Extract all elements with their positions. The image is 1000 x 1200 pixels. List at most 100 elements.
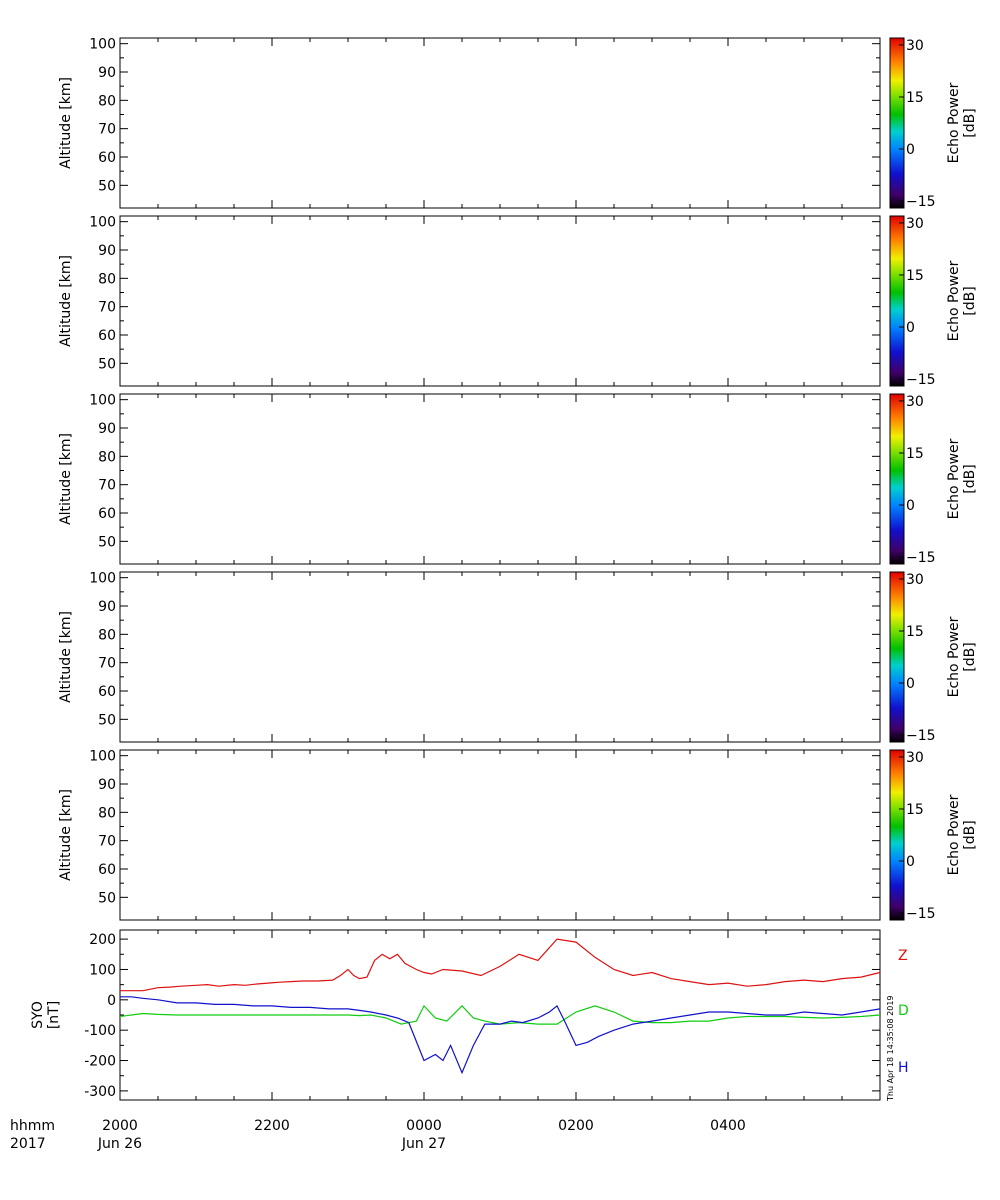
colorbar-gradient	[889, 749, 905, 921]
colorbar-tick-label: 0	[906, 142, 915, 158]
y-tick-label: 50	[98, 712, 116, 728]
colorbar-tick-label: −15	[906, 906, 936, 922]
colorbar-tick-label: 0	[906, 854, 915, 870]
colorbar-tick-label: −15	[906, 550, 936, 566]
panel-2: 50 60 70 80 90 100 Altitude [km] −15 0 15 30 Echo P…	[58, 215, 978, 388]
colorbar-gradient	[889, 37, 905, 209]
y-tick-label: 80	[98, 271, 116, 287]
panel-1: 50 60 70 80 90 100 Altitude [km] −15 0 15 30 Echo P…	[58, 37, 978, 210]
colorbar-label: Echo Power	[946, 616, 962, 697]
colorbar-gradient	[889, 393, 905, 565]
colorbar-tick-label: 30	[906, 750, 924, 766]
panels: 50 60 70 80 90 100 Altitude [km] −15 0 15 30 Echo P…	[30, 37, 978, 1101]
y-tick-label: 90	[98, 65, 116, 81]
colorbar-tick-label: 0	[906, 498, 915, 514]
x-tick-label: 2000	[102, 1118, 138, 1134]
colorbar-tick-label: −15	[906, 372, 936, 388]
colorbar-label: [dB]	[962, 464, 978, 493]
colorbar-tick-label: 15	[906, 802, 924, 818]
y-axis-label: Altitude [km]	[58, 255, 74, 347]
colorbar-tick-label: −15	[906, 728, 936, 744]
colorbar-label: Echo Power	[946, 82, 962, 163]
y-tick-label: 100	[89, 962, 116, 978]
y-tick-label: 80	[98, 449, 116, 465]
panel-4: 50 60 70 80 90 100 Altitude [km] −15 0 15 30 Echo P…	[58, 571, 978, 744]
colorbar: −15 0 15 30 Echo Power [dB]	[889, 215, 978, 388]
y-tick-label: -300	[84, 1084, 116, 1100]
y-tick-label: 70	[98, 834, 116, 850]
colorbar-label: Echo Power	[946, 794, 962, 875]
panel-3: 50 60 70 80 90 100 Altitude [km] −15 0 15 30 Echo P…	[58, 393, 978, 566]
colorbar-gradient	[889, 571, 905, 743]
y-tick-label: 80	[98, 93, 116, 109]
y-tick-label: 50	[98, 356, 116, 372]
panel-6: 200 100 0 -100 -200 -300 SYO [nT] Z D H	[30, 929, 909, 1101]
time-axis-labels: hhmm 2017 2000 Jun 26 2200 0000 Jun 27 0200 0400	[10, 1118, 746, 1152]
y-tick-label: 90	[98, 599, 116, 615]
x-date-label: Jun 26	[97, 1136, 142, 1152]
y-tick-label: 200	[89, 932, 116, 948]
colorbar-tick-label: 15	[906, 624, 924, 640]
y-tick-label: 100	[89, 37, 116, 53]
y-tick-label: 90	[98, 777, 116, 793]
colorbar-label: [dB]	[962, 642, 978, 671]
colorbar-label: Echo Power	[946, 260, 962, 341]
y-tick-label: 100	[89, 749, 116, 765]
y-tick-label: 60	[98, 328, 116, 344]
colorbar-tick-label: −15	[906, 194, 936, 210]
colorbar-tick-label: 30	[906, 216, 924, 232]
y-tick-label: -200	[84, 1054, 116, 1070]
colorbar: −15 0 15 30 Echo Power [dB]	[889, 571, 978, 744]
y-axis-label: Altitude [km]	[58, 789, 74, 881]
series-line-Z	[120, 938, 881, 992]
plot-frame	[119, 215, 881, 387]
plot-frame	[119, 37, 881, 209]
y-tick-label: 70	[98, 300, 116, 316]
y-axis-label: Altitude [km]	[58, 77, 74, 169]
series-line-H	[120, 996, 881, 1075]
legend-label-H: H	[898, 1060, 909, 1076]
colorbar-tick-label: 30	[906, 572, 924, 588]
colorbar: −15 0 15 30 Echo Power [dB]	[889, 37, 978, 210]
colorbar-tick-label: 0	[906, 676, 915, 692]
y-tick-label: 50	[98, 534, 116, 550]
y-tick-label: 80	[98, 627, 116, 643]
y-tick-label: 50	[98, 178, 116, 194]
y-tick-label: 90	[98, 421, 116, 437]
y-tick-label: 60	[98, 506, 116, 522]
x-tick-label: 0000	[406, 1118, 442, 1134]
colorbar-tick-label: 15	[906, 90, 924, 106]
y-tick-label: 70	[98, 478, 116, 494]
x-tick-label: 0200	[558, 1118, 594, 1134]
x-tick-label: 0400	[710, 1118, 746, 1134]
y-tick-label: 0	[107, 993, 116, 1009]
colorbar-label: [dB]	[962, 286, 978, 315]
plot-frame	[119, 393, 881, 565]
plot-frame	[119, 749, 881, 921]
y-tick-label: 60	[98, 862, 116, 878]
y-tick-label: 50	[98, 890, 116, 906]
y-tick-label: 100	[89, 393, 116, 409]
timestamp-note: Thu Apr 18 14:35:08 2019	[886, 995, 895, 1102]
panel-5: 50 60 70 80 90 100 Altitude [km] −15 0 15 30 Echo P…	[58, 749, 978, 922]
y-axis-label: Altitude [km]	[58, 433, 74, 525]
series-line-D	[119, 1004, 881, 1025]
colorbar-tick-label: 30	[906, 394, 924, 410]
y-tick-label: 90	[98, 243, 116, 259]
colorbar-gradient	[889, 215, 905, 387]
y-tick-label: 100	[89, 571, 116, 587]
x-axis-header: hhmm	[10, 1118, 55, 1134]
x-tick-label: 2200	[254, 1118, 290, 1134]
colorbar-tick-label: 0	[906, 320, 915, 336]
colorbar-label: [dB]	[962, 108, 978, 137]
colorbar: −15 0 15 30 Echo Power [dB]	[889, 393, 978, 566]
colorbar: −15 0 15 30 Echo Power [dB]	[889, 749, 978, 922]
y-tick-label: 100	[89, 215, 116, 231]
y-tick-label: 70	[98, 122, 116, 138]
y-tick-label: 60	[98, 150, 116, 166]
y-tick-label: 60	[98, 684, 116, 700]
colorbar-label: [dB]	[962, 820, 978, 849]
y-tick-label: -100	[84, 1023, 116, 1039]
y-axis-label: SYO	[30, 1001, 46, 1029]
x-date-label: Jun 27	[401, 1136, 446, 1152]
